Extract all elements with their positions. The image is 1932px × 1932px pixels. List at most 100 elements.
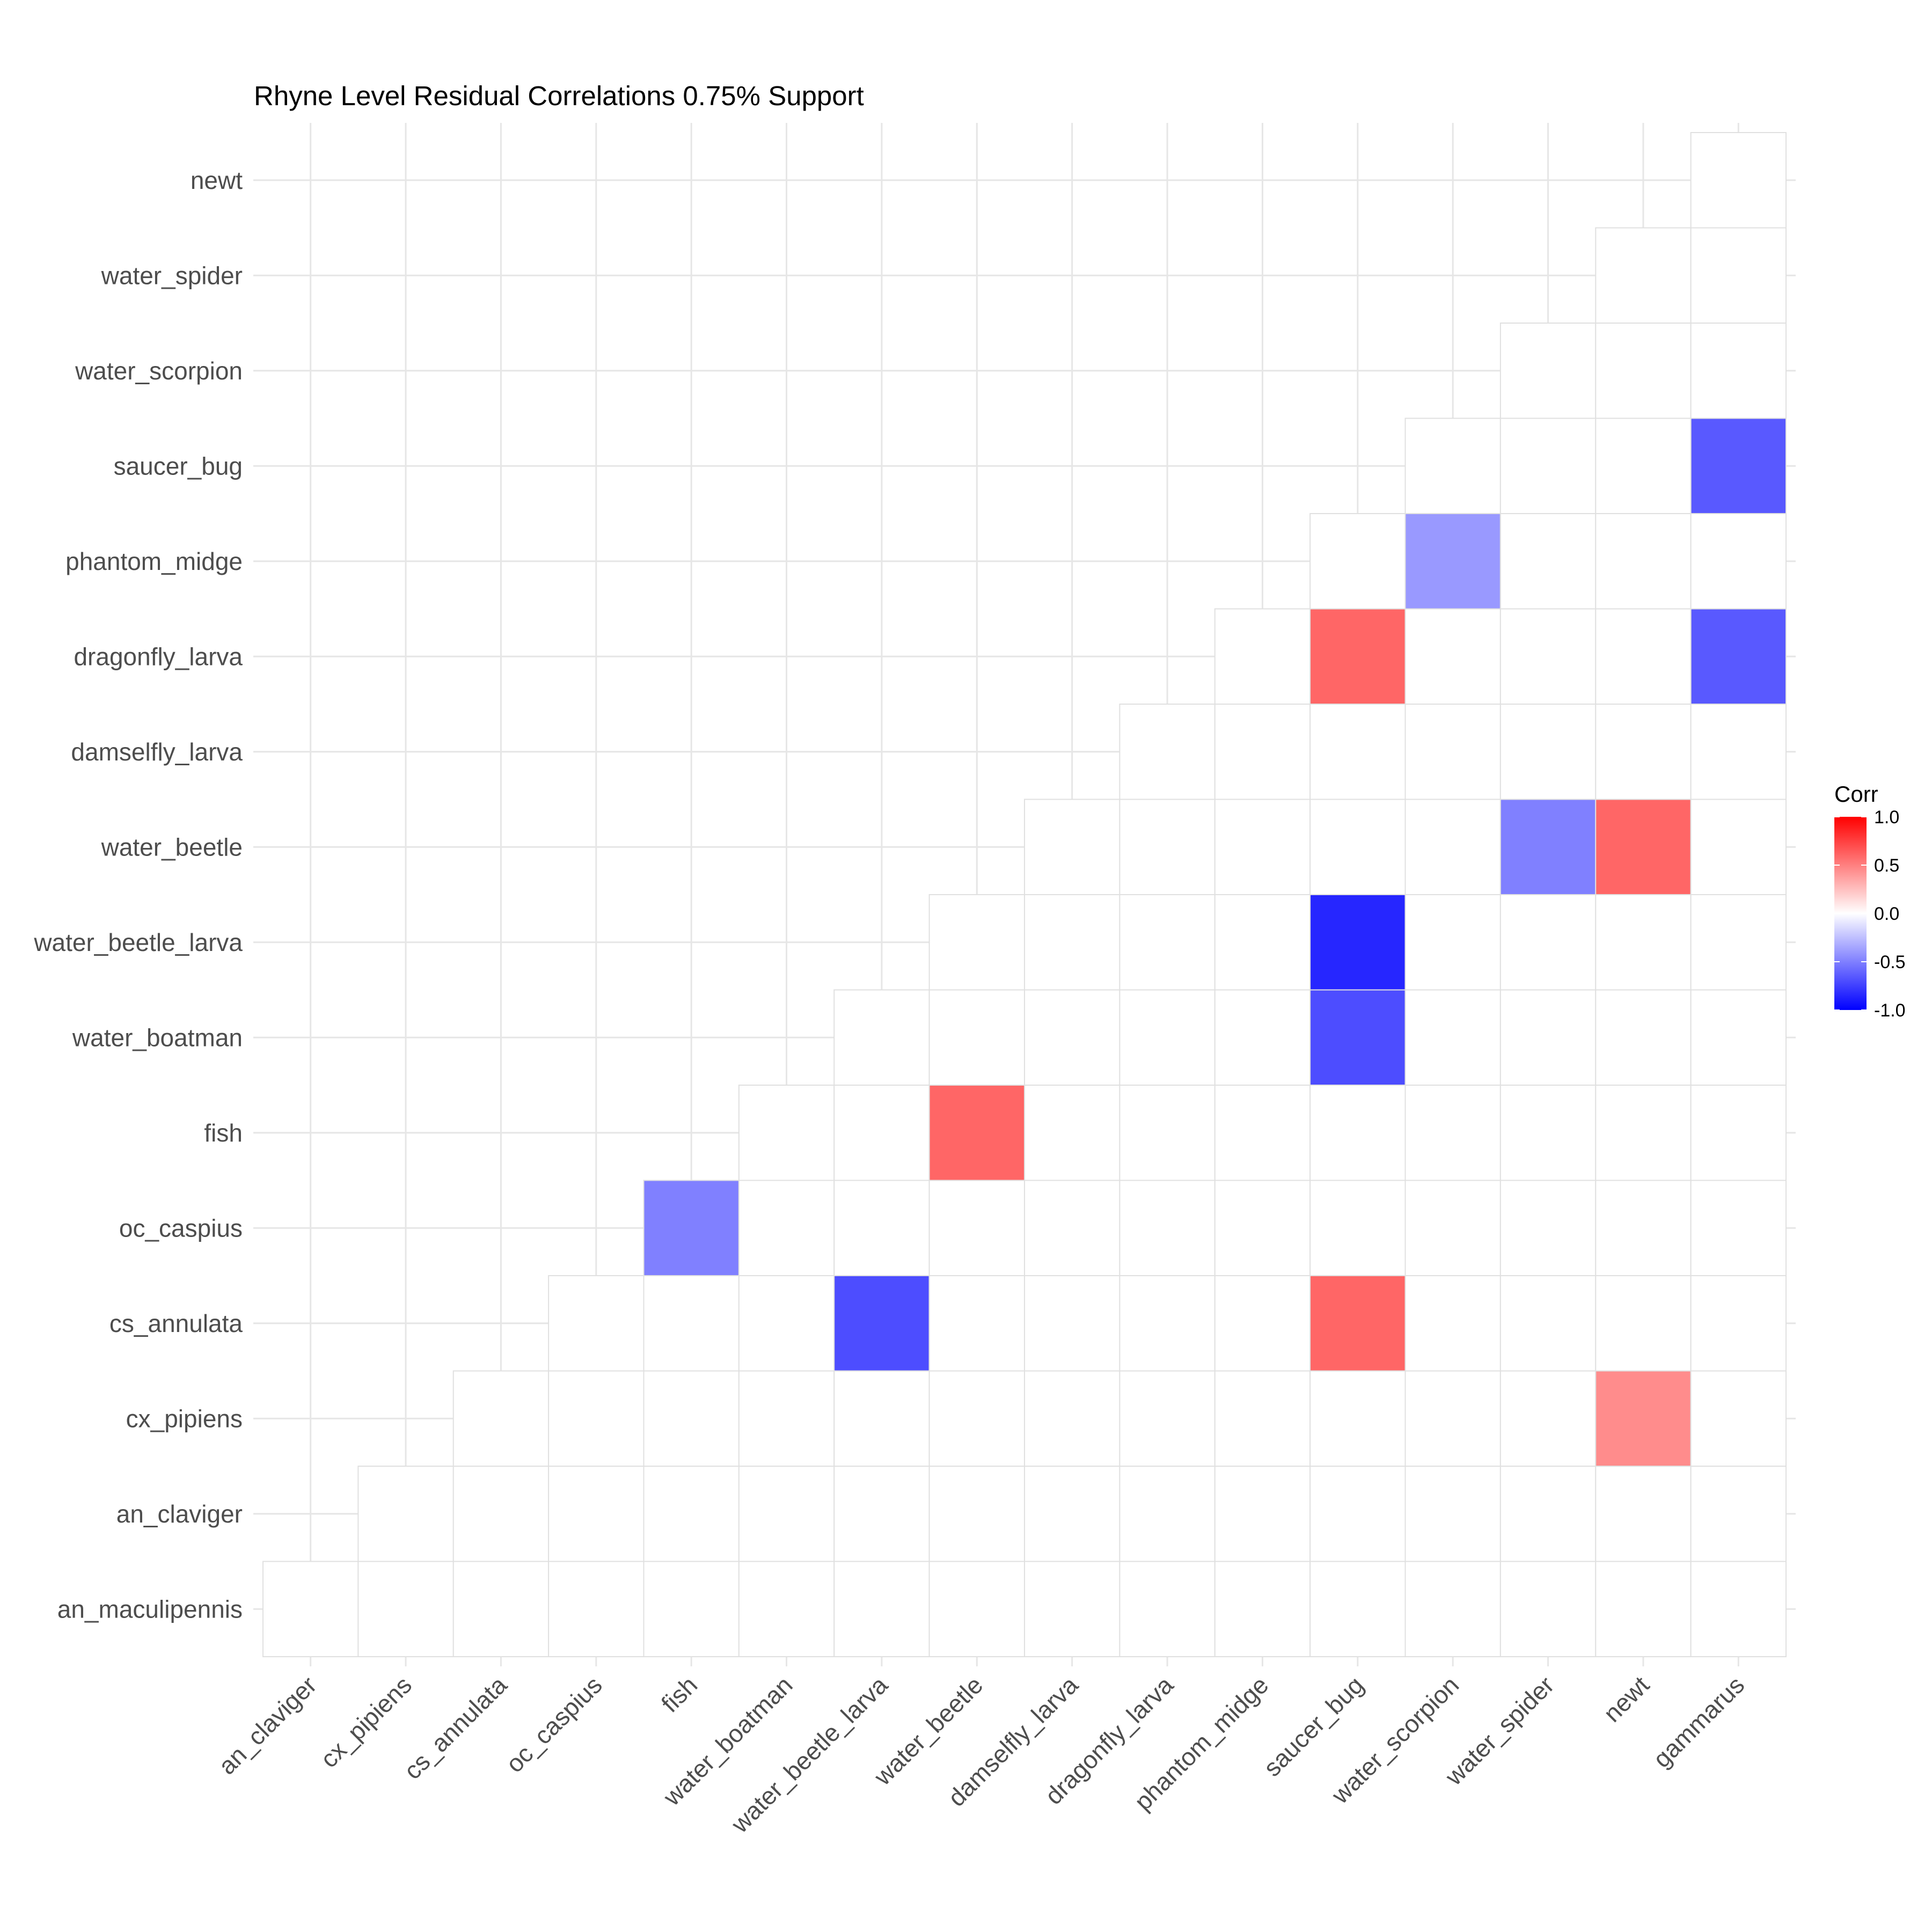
heatmap-cell bbox=[1690, 894, 1787, 991]
y-tick-label: fish bbox=[204, 1119, 243, 1147]
y-tick-label: water_boatman bbox=[72, 1023, 243, 1051]
heatmap-cell bbox=[1499, 894, 1597, 991]
heatmap-cell bbox=[1024, 1085, 1121, 1181]
heatmap-cell bbox=[1595, 1466, 1692, 1562]
heatmap-cell bbox=[1690, 608, 1787, 705]
heatmap-cell bbox=[1404, 418, 1501, 514]
heatmap-cell bbox=[1024, 799, 1121, 895]
heatmap-cell bbox=[1595, 1370, 1692, 1467]
heatmap-cell bbox=[1309, 1180, 1406, 1276]
y-tick-label: water_beetle bbox=[101, 833, 243, 861]
x-axis-tick-labels: an_clavigercx_pipienscs_annulataoc_caspi… bbox=[213, 1671, 1750, 1839]
legend-tick-label: 0.0 bbox=[1874, 904, 1899, 924]
heatmap-cell bbox=[1119, 1466, 1216, 1562]
heatmap-cell bbox=[643, 1466, 740, 1562]
heatmap-cell bbox=[1119, 1275, 1216, 1372]
heatmap-cell bbox=[1690, 1466, 1787, 1562]
heatmap-cell bbox=[452, 1561, 550, 1657]
y-tick-label: oc_caspius bbox=[119, 1214, 243, 1242]
heatmap-cell bbox=[1499, 1466, 1597, 1562]
heatmap-cell bbox=[1690, 704, 1787, 800]
heatmap-cell bbox=[1214, 1085, 1311, 1181]
heatmap-cell bbox=[1214, 1180, 1311, 1276]
heatmap-cell bbox=[1309, 704, 1406, 800]
heatmap-cell bbox=[833, 1180, 930, 1276]
y-tick-label: damselfly_larva bbox=[71, 738, 243, 766]
y-tick-label: water_spider bbox=[101, 261, 243, 289]
heatmap-cell bbox=[1309, 1466, 1406, 1562]
heatmap-cell bbox=[548, 1275, 645, 1372]
x-tick-label: fish bbox=[656, 1671, 702, 1717]
heatmap-cell bbox=[643, 1180, 740, 1276]
heatmap-cell bbox=[1024, 1561, 1121, 1657]
legend-tick-label: -0.5 bbox=[1874, 952, 1906, 972]
heatmap-cell bbox=[1690, 1275, 1787, 1372]
heatmap-cell bbox=[1214, 1370, 1311, 1467]
heatmap-cell bbox=[1499, 1180, 1597, 1276]
heatmap-cell bbox=[833, 1370, 930, 1467]
heatmap-cell bbox=[1499, 608, 1597, 705]
y-tick-label: dragonfly_larva bbox=[74, 642, 243, 670]
heatmap-cell bbox=[1309, 1275, 1406, 1372]
heatmap-cell bbox=[738, 1561, 835, 1657]
heatmap-cell bbox=[1309, 1561, 1406, 1657]
heatmap-cell bbox=[1119, 1561, 1216, 1657]
heatmap-cell bbox=[1690, 323, 1787, 419]
heatmap-cell bbox=[548, 1370, 645, 1467]
y-tick-label: saucer_bug bbox=[114, 452, 243, 480]
heatmap-cell bbox=[452, 1466, 550, 1562]
y-tick-label: an_claviger bbox=[116, 1500, 243, 1528]
heatmap-cell bbox=[1119, 894, 1216, 991]
x-tick-label: newt bbox=[1598, 1671, 1655, 1728]
legend-tick-label: 0.5 bbox=[1874, 855, 1899, 876]
heatmap-cell bbox=[928, 1466, 1025, 1562]
heatmap-cell bbox=[1595, 418, 1692, 514]
heatmap-cell bbox=[1119, 989, 1216, 1086]
heatmap-cell bbox=[1595, 1275, 1692, 1372]
heatmap-cell bbox=[928, 1180, 1025, 1276]
heatmap-cell bbox=[1404, 1275, 1501, 1372]
heatmap-cell bbox=[1404, 704, 1501, 800]
heatmap-cell bbox=[1499, 989, 1597, 1086]
heatmap-cell bbox=[1595, 799, 1692, 895]
heatmap-cell bbox=[928, 1370, 1025, 1467]
heatmap-cell bbox=[1404, 989, 1501, 1086]
heatmap-cell bbox=[738, 1085, 835, 1181]
heatmap-cell bbox=[1309, 1085, 1406, 1181]
heatmap-cell bbox=[357, 1466, 454, 1562]
heatmap-cell bbox=[1024, 1275, 1121, 1372]
heatmap-cell bbox=[1690, 1085, 1787, 1181]
heatmap-cell bbox=[1024, 894, 1121, 991]
heatmap-cell bbox=[1595, 1085, 1692, 1181]
heatmap-cell bbox=[833, 1561, 930, 1657]
heatmap-cell bbox=[1214, 989, 1311, 1086]
heatmap-cell bbox=[1595, 323, 1692, 419]
heatmap-cell bbox=[1309, 608, 1406, 705]
legend-tick-label: 1.0 bbox=[1874, 807, 1899, 828]
heatmap-cell bbox=[1404, 608, 1501, 705]
heatmap-cell bbox=[1595, 513, 1692, 610]
heatmap-cell bbox=[833, 1085, 930, 1181]
heatmap-cell bbox=[1214, 608, 1311, 705]
heatmap-cell bbox=[738, 1370, 835, 1467]
heatmap-cell bbox=[1595, 894, 1692, 991]
heatmap-cell bbox=[1024, 1180, 1121, 1276]
heatmap-cell bbox=[1309, 989, 1406, 1086]
heatmap-cell bbox=[1690, 513, 1787, 610]
heatmap-cell bbox=[1499, 323, 1597, 419]
heatmap-cell bbox=[1024, 1370, 1121, 1467]
heatmap-cell bbox=[548, 1561, 645, 1657]
x-tick-label: water_beetle_larva bbox=[726, 1671, 894, 1839]
heatmap-cell bbox=[738, 1466, 835, 1562]
heatmap-cell bbox=[1690, 1370, 1787, 1467]
heatmap-cell bbox=[1309, 894, 1406, 991]
heatmap-cell bbox=[1119, 704, 1216, 800]
y-tick-label: phantom_midge bbox=[65, 547, 243, 575]
heatmap-cell bbox=[1309, 513, 1406, 610]
y-tick-label: newt bbox=[191, 166, 243, 194]
heatmap-cell bbox=[1499, 1275, 1597, 1372]
heatmap-cell bbox=[1214, 1561, 1311, 1657]
legend-tick-label: -1.0 bbox=[1874, 1000, 1906, 1021]
heatmap-cell bbox=[738, 1180, 835, 1276]
